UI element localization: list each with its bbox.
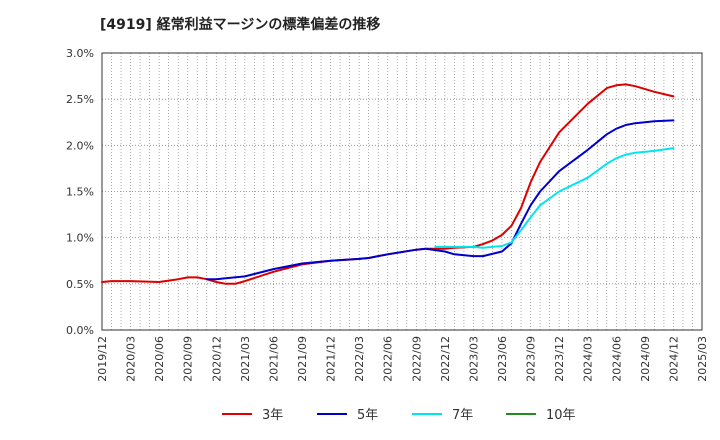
y-tick-label: 1.0%	[66, 232, 94, 245]
y-tick-label: 3.0%	[66, 47, 94, 60]
y-tick-label: 0.0%	[66, 324, 94, 337]
x-tick-label: 2023/06	[496, 336, 509, 382]
y-tick-label: 0.5%	[66, 278, 94, 291]
x-tick-label: 2024/12	[667, 336, 680, 382]
series-line-1	[205, 119, 675, 281]
y-tick-label: 2.5%	[66, 93, 94, 106]
x-tick-label: 2022/03	[353, 336, 366, 382]
y-tick-label: 1.5%	[66, 186, 94, 199]
x-tick-label: 2021/12	[325, 336, 338, 382]
x-tick-label: 2022/06	[382, 336, 395, 382]
x-tick-label: 2023/12	[553, 336, 566, 382]
plot-frame	[101, 52, 703, 331]
x-tick-label: 2023/03	[467, 336, 480, 382]
x-tick-label: 2024/06	[610, 336, 623, 382]
x-tick-label: 2022/12	[439, 336, 452, 382]
series-line-2	[434, 147, 675, 249]
chart-title: [4919] 経常利益マージンの標準偏差の推移	[100, 17, 381, 33]
x-tick-label: 2023/09	[525, 336, 538, 382]
x-tick-label: 2020/12	[210, 336, 223, 382]
x-tick-label: 2020/06	[153, 336, 166, 382]
x-tick-label: 2021/06	[267, 336, 280, 382]
x-tick-label: 2020/09	[182, 336, 195, 382]
x-tick-label: 2019/12	[96, 336, 109, 382]
x-tick-label: 2021/03	[239, 336, 252, 382]
x-tick-label: 2021/09	[296, 336, 309, 382]
legend-label-3: 10年	[546, 408, 576, 423]
legend-label-2: 7年	[452, 408, 473, 423]
x-tick-label: 2024/03	[582, 336, 595, 382]
x-tick-label: 2022/09	[410, 336, 423, 382]
x-tick-label: 2024/09	[639, 336, 652, 382]
legend-label-1: 5年	[357, 408, 378, 423]
legend-label-0: 3年	[262, 408, 283, 423]
y-tick-label: 2.0%	[66, 139, 94, 152]
x-tick-label: 2020/03	[125, 336, 138, 382]
x-tick-label: 2025/03	[696, 336, 709, 382]
